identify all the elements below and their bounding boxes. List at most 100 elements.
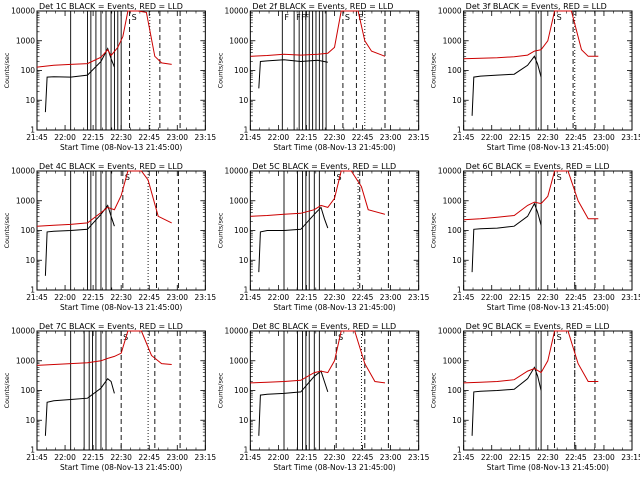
- y-tick-label: 10: [239, 96, 249, 105]
- x-tick-label: 22:30: [110, 453, 132, 462]
- y-tick-label: 100: [234, 226, 249, 235]
- y-tick-label: 1: [457, 286, 462, 295]
- x-tick-label: 21:45: [240, 133, 262, 142]
- x-tick-label: 23:00: [380, 453, 402, 462]
- y-tick-label: 10000: [224, 7, 248, 16]
- flag-label: F: [305, 13, 310, 22]
- y-tick-label: 100: [21, 226, 36, 235]
- series-line-lld: [463, 170, 599, 221]
- x-tick-label: 23:15: [621, 453, 640, 462]
- x-tick-label: 23:00: [593, 133, 615, 142]
- series-line-events: [258, 59, 328, 89]
- x-tick-label: 22:30: [537, 453, 559, 462]
- y-tick-label: 1000: [443, 356, 462, 365]
- x-tick-label: 22:45: [565, 453, 587, 462]
- x-tick-label: 22:30: [110, 133, 132, 142]
- series-line-events: [44, 47, 115, 113]
- chart-title: Det 7C BLACK = Events, RED = LLD: [39, 322, 183, 331]
- x-tick-label: 22:45: [352, 453, 374, 462]
- y-tick-label: 10: [25, 96, 35, 105]
- y-tick-label: 100: [21, 66, 36, 75]
- x-axis-label: Start Time (08-Nov-13 21:45:00): [487, 303, 609, 312]
- detector-chart-6: Det 6C BLACK = Events, RED = LLD 1 10 100 10…: [430, 162, 640, 312]
- x-axis-label: Start Time (08-Nov-13 21:45:00): [60, 463, 182, 472]
- x-tick-label: 23:00: [380, 293, 402, 302]
- y-tick-label: 10: [239, 416, 249, 425]
- flag-label: E: [358, 13, 363, 22]
- flag-label: S: [132, 13, 137, 22]
- flag-label: S: [345, 13, 350, 22]
- series-line-lld: [250, 330, 386, 384]
- x-tick-label: 22:00: [54, 293, 76, 302]
- series-line-events: [258, 370, 329, 436]
- x-tick-label: 21:45: [453, 133, 475, 142]
- detector-chart-4: Det 4C BLACK = Events, RED = LLD 1 10 100 10…: [3, 162, 216, 312]
- x-tick-label: 22:15: [296, 453, 318, 462]
- y-tick-label: 1000: [229, 356, 248, 365]
- x-tick-label: 22:30: [537, 293, 559, 302]
- x-axis-label: Start Time (08-Nov-13 21:45:00): [487, 143, 609, 152]
- x-tick-label: 21:45: [453, 293, 475, 302]
- chart-title: Det 4C BLACK = Events, RED = LLD: [39, 162, 183, 171]
- series-line-lld: [36, 10, 172, 68]
- y-axis-label: Counts/sec: [430, 52, 438, 88]
- series-line-lld: [463, 10, 599, 60]
- series-line-events: [471, 202, 542, 273]
- y-axis-label: Counts/sec: [3, 52, 11, 88]
- x-tick-label: 23:15: [408, 293, 430, 302]
- detector-chart-7: Det 7C BLACK = Events, RED = LLD 1 10 100 10…: [3, 322, 216, 472]
- y-tick-label: 10000: [438, 327, 462, 336]
- x-tick-label: 22:00: [268, 453, 290, 462]
- detector-chart-9: Det 9C BLACK = Events, RED = LLD 1 10 100 10…: [430, 322, 640, 472]
- flag-label: F: [284, 13, 289, 22]
- x-tick-label: 22:15: [509, 293, 531, 302]
- y-tick-label: 100: [234, 386, 249, 395]
- x-tick-label: 21:45: [240, 453, 262, 462]
- y-tick-label: 10: [239, 256, 249, 265]
- x-tick-label: 23:15: [195, 453, 217, 462]
- x-axis-label: Start Time (08-Nov-13 21:45:00): [273, 143, 395, 152]
- x-tick-label: 22:15: [82, 453, 104, 462]
- x-tick-label: 22:30: [537, 133, 559, 142]
- series-line-lld: [463, 330, 599, 384]
- detector-chart-3: Det 3f BLACK = Events, RED = LLD 1 10 100 10…: [430, 2, 640, 152]
- x-tick-label: 22:00: [481, 293, 503, 302]
- y-tick-label: 1: [244, 126, 249, 135]
- x-tick-label: 22:15: [82, 133, 104, 142]
- x-tick-label: 23:00: [166, 293, 188, 302]
- x-tick-label: 22:00: [481, 453, 503, 462]
- x-tick-label: 21:45: [453, 453, 475, 462]
- y-tick-label: 1000: [16, 36, 35, 45]
- y-axis-label: Counts/sec: [216, 372, 224, 408]
- y-axis-label: Counts/sec: [3, 212, 11, 248]
- y-tick-label: 1: [457, 446, 462, 455]
- flag-label: S: [557, 173, 562, 182]
- x-tick-label: 22:45: [565, 293, 587, 302]
- x-tick-label: 21:45: [26, 453, 48, 462]
- flag-label: S: [557, 13, 562, 22]
- x-tick-label: 23:00: [593, 293, 615, 302]
- x-tick-label: 22:45: [352, 133, 374, 142]
- y-tick-label: 10: [452, 256, 462, 265]
- x-tick-label: 23:00: [166, 133, 188, 142]
- y-tick-label: 1000: [229, 36, 248, 45]
- y-tick-label: 1000: [16, 356, 35, 365]
- x-tick-label: 22:45: [352, 293, 374, 302]
- x-tick-label: 23:00: [166, 453, 188, 462]
- x-axis-label: Start Time (08-Nov-13 21:45:00): [273, 303, 395, 312]
- chart-title: Det 6C BLACK = Events, RED = LLD: [466, 162, 610, 171]
- series-line-events: [44, 377, 115, 436]
- y-axis-label: Counts/sec: [3, 372, 11, 408]
- y-tick-label: 10000: [11, 167, 35, 176]
- chart-title: Det 9C BLACK = Events, RED = LLD: [466, 322, 610, 331]
- y-axis-label: Counts/sec: [430, 372, 438, 408]
- x-axis-label: Start Time (08-Nov-13 21:45:00): [60, 303, 182, 312]
- flag-label: S: [557, 333, 562, 342]
- y-tick-label: 10: [452, 416, 462, 425]
- x-tick-label: 23:15: [408, 453, 430, 462]
- x-tick-label: 22:30: [324, 133, 346, 142]
- x-axis-label: Start Time (08-Nov-13 21:45:00): [60, 143, 182, 152]
- x-tick-label: 22:00: [268, 133, 290, 142]
- x-tick-label: 22:30: [110, 293, 132, 302]
- series-line-events: [471, 366, 542, 436]
